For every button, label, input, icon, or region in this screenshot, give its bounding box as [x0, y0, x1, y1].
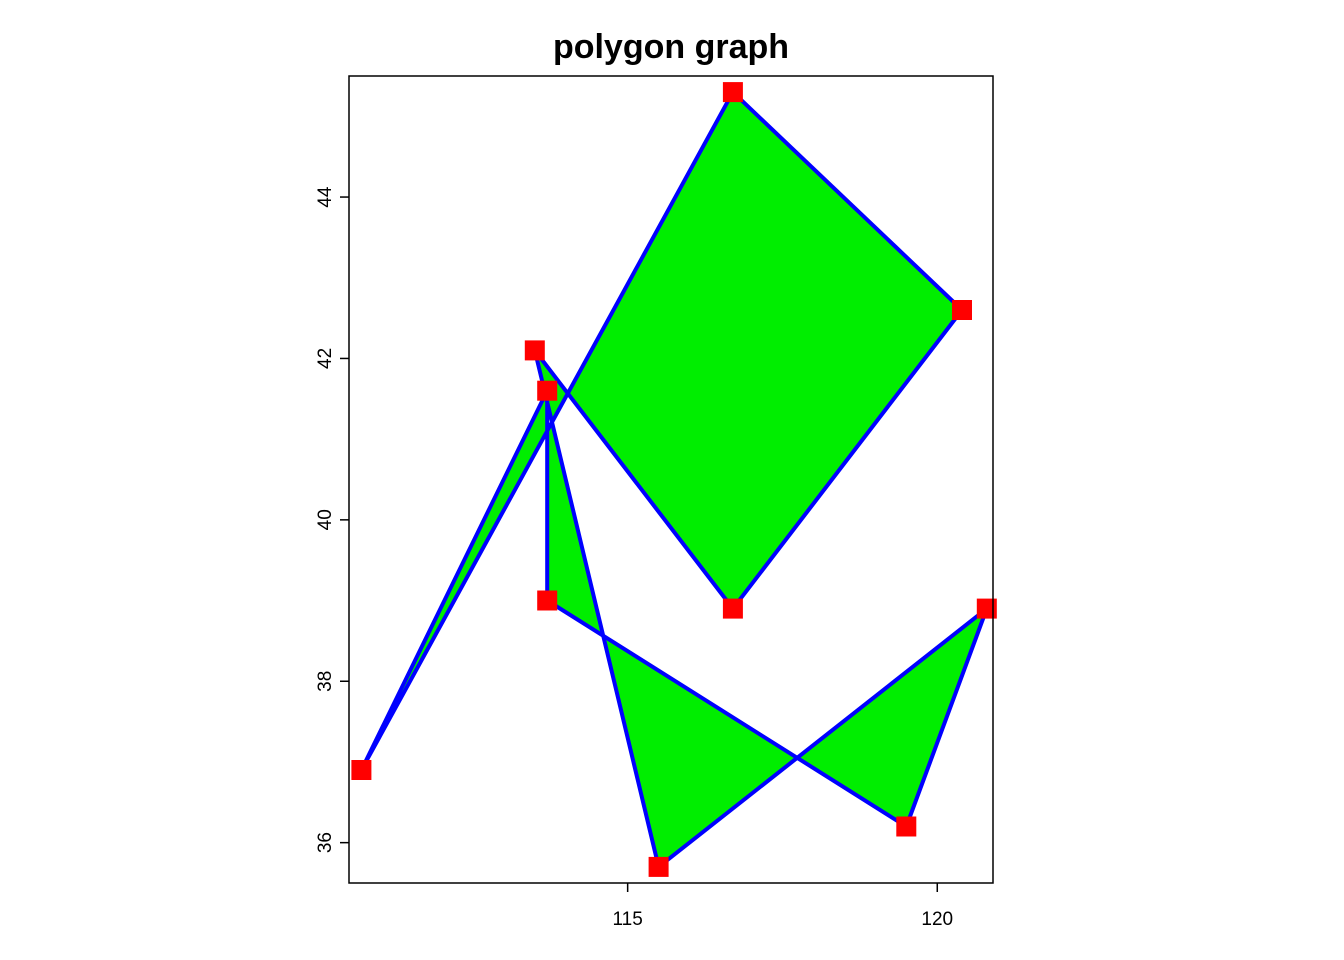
- vertex-marker-3: [722, 598, 743, 619]
- y-tick-label-44: 44: [315, 186, 336, 208]
- vertex-marker-6: [976, 598, 997, 619]
- plot-frame: [348, 75, 994, 884]
- vertex-marker-7: [896, 816, 917, 837]
- vertex-marker-10: [351, 760, 372, 780]
- y-tick-label-42: 42: [315, 348, 336, 369]
- y-tick-label-36: 36: [315, 832, 336, 853]
- y-tick-label-38: 38: [315, 671, 336, 692]
- vertex-marker-8: [537, 590, 558, 611]
- vertex-marker-2: [952, 300, 972, 320]
- polygon-shape: [359, 90, 989, 869]
- vertex-marker-4: [524, 340, 545, 361]
- y-tick-label-40: 40: [315, 509, 336, 530]
- vertex-marker-9: [537, 380, 558, 401]
- vertex-marker-5: [648, 856, 669, 877]
- axes: 115 120 36 38 40 42 44: [315, 75, 994, 930]
- x-tick-label-120: 120: [921, 909, 953, 930]
- x-tick-label-115: 115: [613, 909, 643, 930]
- plot-area: [351, 82, 997, 877]
- vertex-marker-1: [722, 82, 743, 103]
- chart-title: polygon graph: [553, 28, 789, 66]
